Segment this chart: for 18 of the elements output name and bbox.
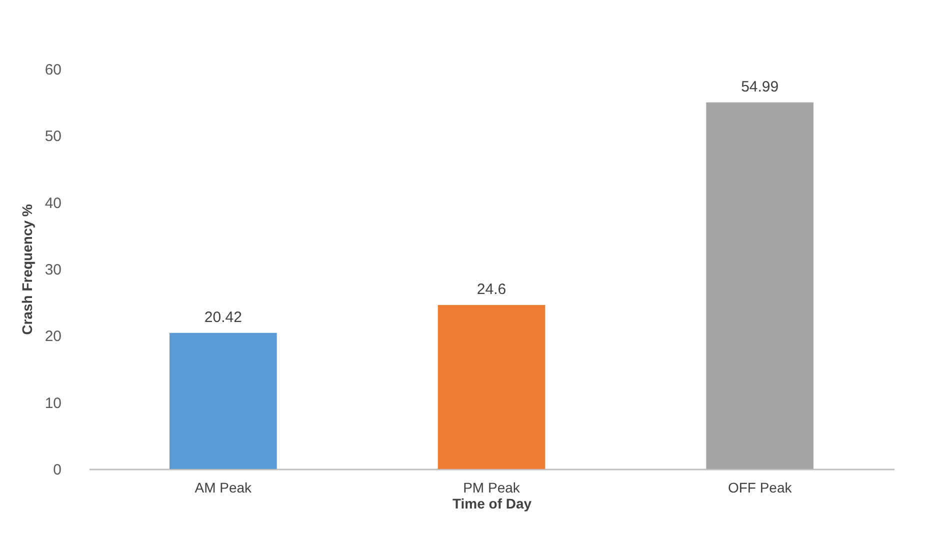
bar: [170, 332, 277, 469]
y-axis-title: Crash Frequency %: [18, 204, 35, 335]
data-label: 54.99: [741, 78, 779, 96]
x-tick-label: AM Peak: [194, 480, 253, 496]
bar: [706, 102, 814, 469]
y-tick-label: 40: [44, 194, 62, 212]
x-tick-label: OFF Peak: [728, 480, 793, 496]
x-tick-label: PM Peak: [463, 480, 521, 496]
y-tick-label: 50: [44, 128, 62, 146]
y-tick-label: 0: [53, 462, 62, 478]
data-label: 24.6: [476, 281, 506, 298]
y-tick-label: 60: [44, 62, 62, 78]
y-tick-label: 30: [44, 262, 62, 278]
data-label: 20.42: [204, 308, 242, 326]
bar: [438, 305, 546, 469]
y-tick-label: 10: [44, 394, 62, 412]
y-tick-label: 20: [44, 328, 62, 346]
x-axis-title: Time of Day: [452, 496, 532, 512]
